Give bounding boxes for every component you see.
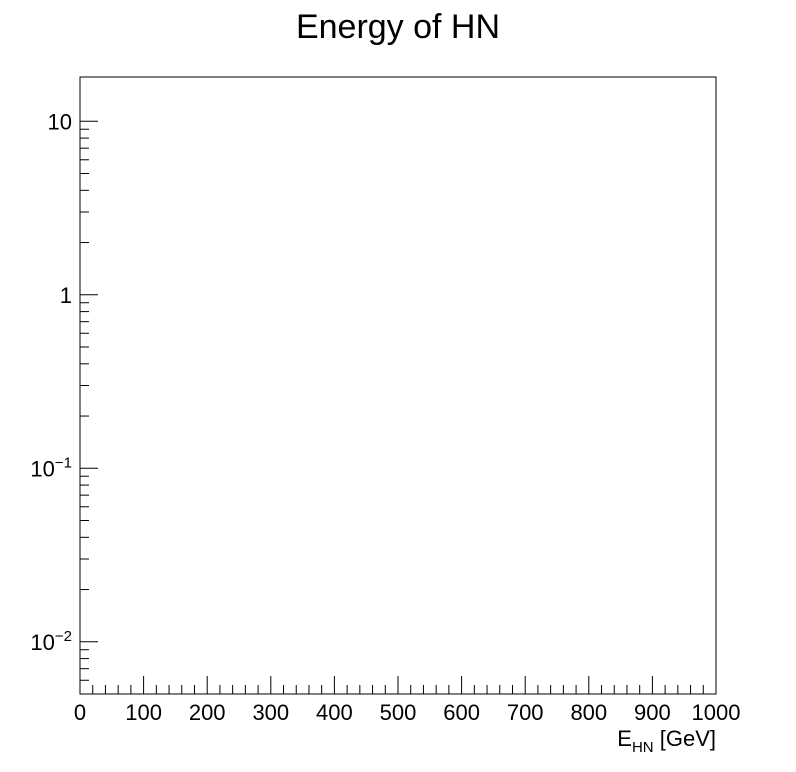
- x-tick-label: 100: [125, 700, 162, 725]
- x-tick-label: 800: [570, 700, 607, 725]
- y-tick-label: 10−1: [30, 454, 72, 481]
- y-tick-label: 10: [48, 109, 72, 134]
- x-tick-label: 700: [507, 700, 544, 725]
- x-tick-label: 600: [443, 700, 480, 725]
- x-tick-label: 400: [316, 700, 353, 725]
- y-axis: 10−2 10−1 1 10: [30, 109, 98, 695]
- x-tick-label: 500: [380, 700, 417, 725]
- x-tick-label: 900: [634, 700, 671, 725]
- x-tick-label: 300: [252, 700, 289, 725]
- plot-frame: [79, 76, 717, 695]
- y-tick-label: 1: [60, 283, 72, 308]
- y-tick-label: 10−2: [30, 628, 72, 655]
- chart-title: Energy of HN: [296, 8, 500, 46]
- x-axis-label: EHN [GeV]: [617, 726, 716, 756]
- x-tick-label: 1000: [692, 700, 741, 725]
- x-tick-label: 200: [189, 700, 226, 725]
- x-tick-label: 0: [74, 700, 86, 725]
- x-axis: 0 100 200 300 400 500 600 700 800 900 1000: [74, 676, 741, 725]
